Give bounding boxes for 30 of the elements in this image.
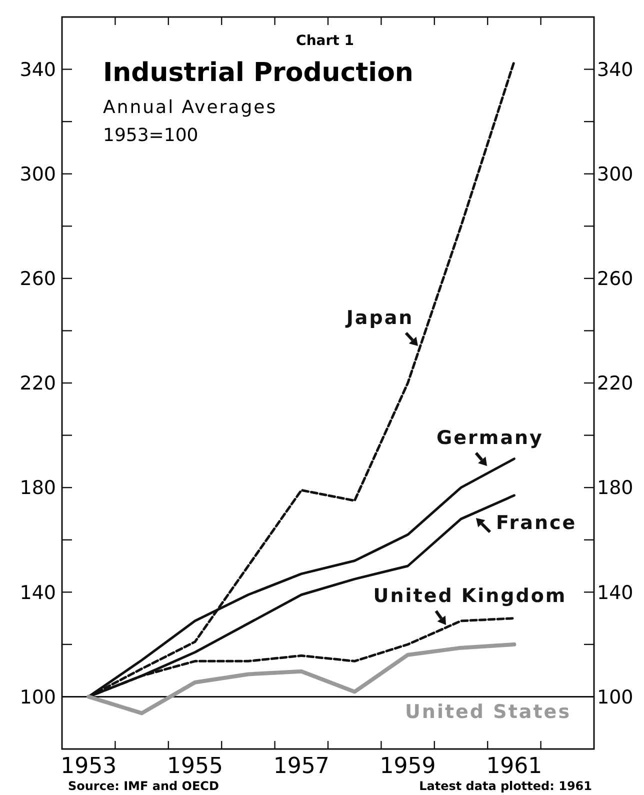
series-label: Germany xyxy=(436,427,544,449)
legend-label: France xyxy=(496,512,577,534)
series-label: United Kingdom xyxy=(373,585,567,607)
x-tick-label: 1953 xyxy=(60,754,117,779)
y-tick-label: 220 xyxy=(20,372,56,395)
y2-tick-label: 260 xyxy=(597,268,634,290)
x-tick-label: 1955 xyxy=(167,754,223,779)
y2-tick-label: 100 xyxy=(597,686,634,708)
text: Industrial Production xyxy=(103,58,414,88)
y-tick-label: 180 xyxy=(20,477,56,500)
annotation: Chart 1 xyxy=(296,33,354,49)
y2-tick-label: 340 xyxy=(597,58,634,81)
x-tick-label: 1959 xyxy=(380,754,436,779)
series-label: Japan xyxy=(344,307,414,329)
y2-tick-label: 300 xyxy=(597,164,634,186)
x-tick-label: 1957 xyxy=(273,754,330,779)
series-label: United States xyxy=(404,701,572,723)
source-note: Source: IMF and OECD xyxy=(68,779,219,793)
text: Annual Averages xyxy=(103,97,278,118)
y-tick-label: 140 xyxy=(20,582,56,604)
x-tick-label: 1961 xyxy=(486,754,542,779)
annotation: 1953=100 xyxy=(103,125,198,146)
y-tick-label: 300 xyxy=(20,164,56,186)
text: Latest data plotted: 1961 xyxy=(419,779,592,793)
y-tick-label: 260 xyxy=(20,268,56,290)
y2-tick-label: 140 xyxy=(597,582,634,604)
y-tick-label: 340 xyxy=(20,58,56,81)
y-tick-label: 100 xyxy=(20,686,56,708)
y2-tick-label: 220 xyxy=(597,372,634,395)
y2-tick-label: 180 xyxy=(597,477,634,500)
